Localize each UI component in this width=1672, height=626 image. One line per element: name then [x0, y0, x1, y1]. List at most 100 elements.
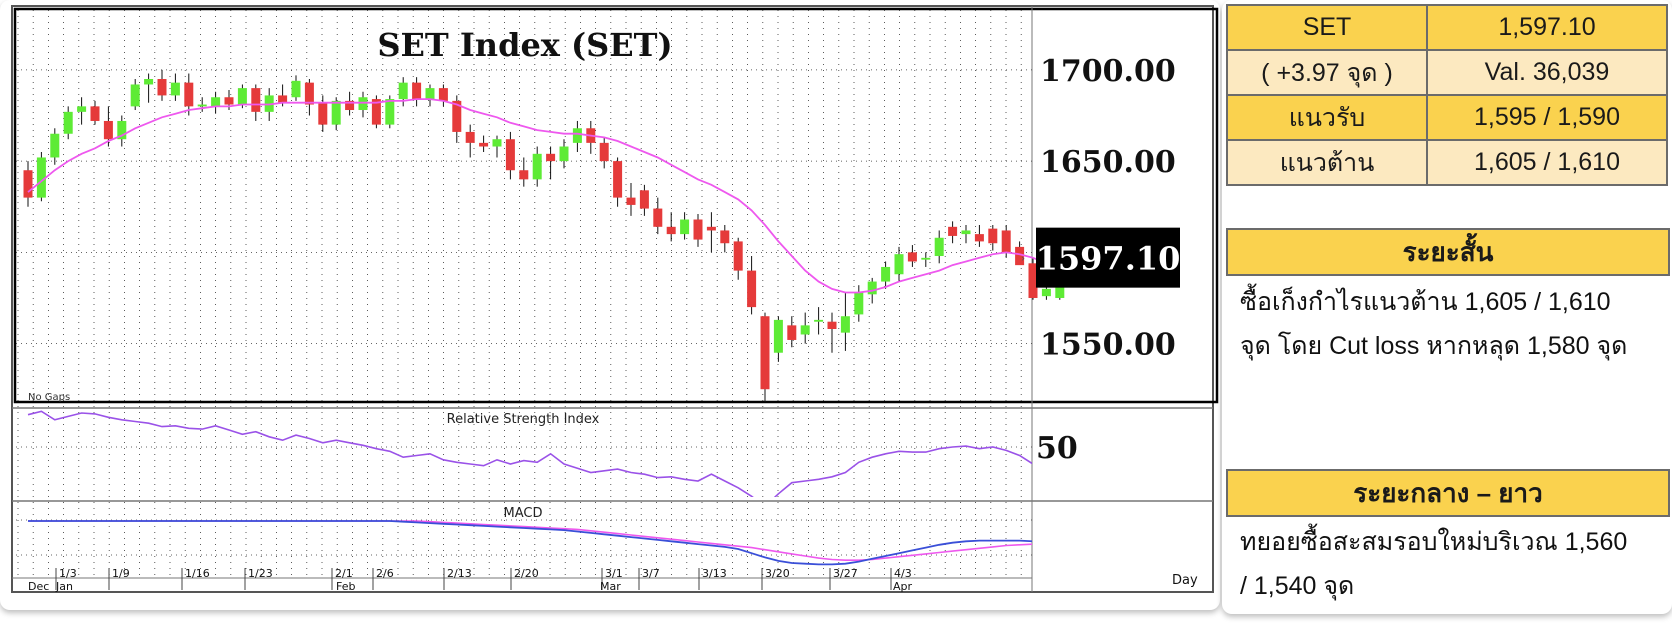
candle [572, 120, 582, 152]
candle [881, 261, 891, 289]
candle-body [706, 226, 716, 231]
candle [345, 91, 355, 116]
candle-body [907, 252, 917, 262]
index-name: SET [1226, 4, 1428, 51]
candle [666, 212, 676, 242]
candle-body [331, 100, 341, 125]
candle-body [103, 120, 113, 140]
candle-body [948, 226, 958, 236]
candle-body [867, 281, 877, 295]
candle-body [881, 266, 891, 282]
candle [680, 212, 690, 240]
candle-body [197, 104, 207, 107]
short-term-line-2: จุด โดย Cut loss หากหลุด 1,580 จุด [1240, 332, 1628, 360]
candle [773, 316, 783, 362]
resistance-value: 1,605 / 1,610 [1426, 139, 1668, 186]
candle [144, 73, 154, 103]
date-label: 1/23 [248, 567, 273, 580]
candle-body [304, 82, 314, 105]
summary-row-index: SET 1,597.10 [1226, 4, 1668, 51]
candle [425, 84, 435, 107]
candle [318, 95, 328, 132]
candle-body [639, 190, 649, 209]
moving-average-line [27, 98, 1074, 294]
candle [197, 97, 207, 112]
candle [921, 252, 931, 267]
candle [733, 237, 743, 280]
rsi-line [27, 410, 1032, 497]
candle [653, 197, 663, 235]
candle [693, 214, 703, 247]
candle [103, 106, 113, 147]
candle-body [613, 161, 623, 198]
date-label: 2/20 [514, 567, 539, 580]
candle-body [50, 133, 60, 158]
candle [720, 224, 730, 253]
candle [117, 115, 127, 147]
no-gaps-label: No Gaps [28, 392, 70, 403]
candle [130, 78, 140, 111]
date-label: 1/16 [185, 567, 210, 580]
y-tick-label: 1650.00 [1040, 145, 1176, 180]
candle [546, 146, 556, 180]
candle [639, 184, 649, 216]
candle-body [371, 99, 381, 125]
support-label: แนวรับ [1226, 94, 1428, 141]
candle [63, 106, 73, 140]
long-term-line-2: / 1,540 จุด [1240, 572, 1355, 600]
candle [1015, 241, 1025, 266]
candle [492, 135, 502, 158]
candle-body [653, 208, 663, 227]
candle-body [773, 319, 783, 353]
candle [532, 146, 542, 187]
indicator-lines [27, 98, 1074, 566]
candle-body [184, 82, 194, 107]
candle-body [559, 146, 569, 162]
candle [77, 97, 87, 125]
month-label: Feb [336, 580, 355, 593]
candle [854, 285, 864, 322]
month-label: Dec [28, 580, 49, 593]
candle [559, 139, 569, 169]
candle [747, 256, 757, 315]
candle-body [1028, 263, 1038, 298]
candle [23, 161, 33, 207]
candle [626, 183, 636, 216]
candle [371, 95, 381, 129]
candle-body [157, 78, 167, 96]
date-label: 1/3 [59, 567, 77, 580]
candle [465, 124, 475, 158]
candle-body [398, 82, 408, 100]
candle [184, 73, 194, 116]
candle-body [36, 157, 46, 198]
candle-body [854, 292, 864, 315]
date-label: 2/1 [335, 567, 353, 580]
candle-body [974, 234, 984, 242]
x-axis-label: Day [1172, 573, 1198, 588]
candle [907, 245, 917, 267]
candle [934, 230, 944, 264]
candle [211, 91, 221, 114]
candle [827, 312, 837, 353]
index-change: ( +3.97 จุด ) [1226, 49, 1428, 96]
candle [251, 84, 261, 121]
month-label: Apr [893, 580, 913, 593]
price-panel-frame [13, 7, 1219, 404]
macd-title: MACD [504, 506, 543, 521]
candle [36, 151, 46, 202]
candle-body [693, 219, 703, 240]
candle-body [666, 226, 676, 235]
candle-body [747, 270, 757, 308]
candle [412, 77, 422, 107]
summary-row-support: แนวรับ 1,595 / 1,590 [1226, 94, 1668, 141]
candles [23, 69, 1078, 402]
candle-body [170, 82, 180, 96]
chart-labels: SET Index (SET) 1700.00 1650.00 1550.00 1597… [28, 26, 1198, 593]
info-card: SET 1,597.10 ( +3.97 จุด ) Val. 36,039 แ… [1222, 0, 1672, 614]
candle-body [251, 88, 261, 112]
candle-body [130, 84, 140, 107]
candle-body [961, 230, 971, 235]
date-label: 3/1 [605, 567, 623, 580]
support-value: 1,595 / 1,590 [1426, 94, 1668, 141]
summary-row-change: ( +3.97 จุด ) Val. 36,039 [1226, 49, 1668, 96]
